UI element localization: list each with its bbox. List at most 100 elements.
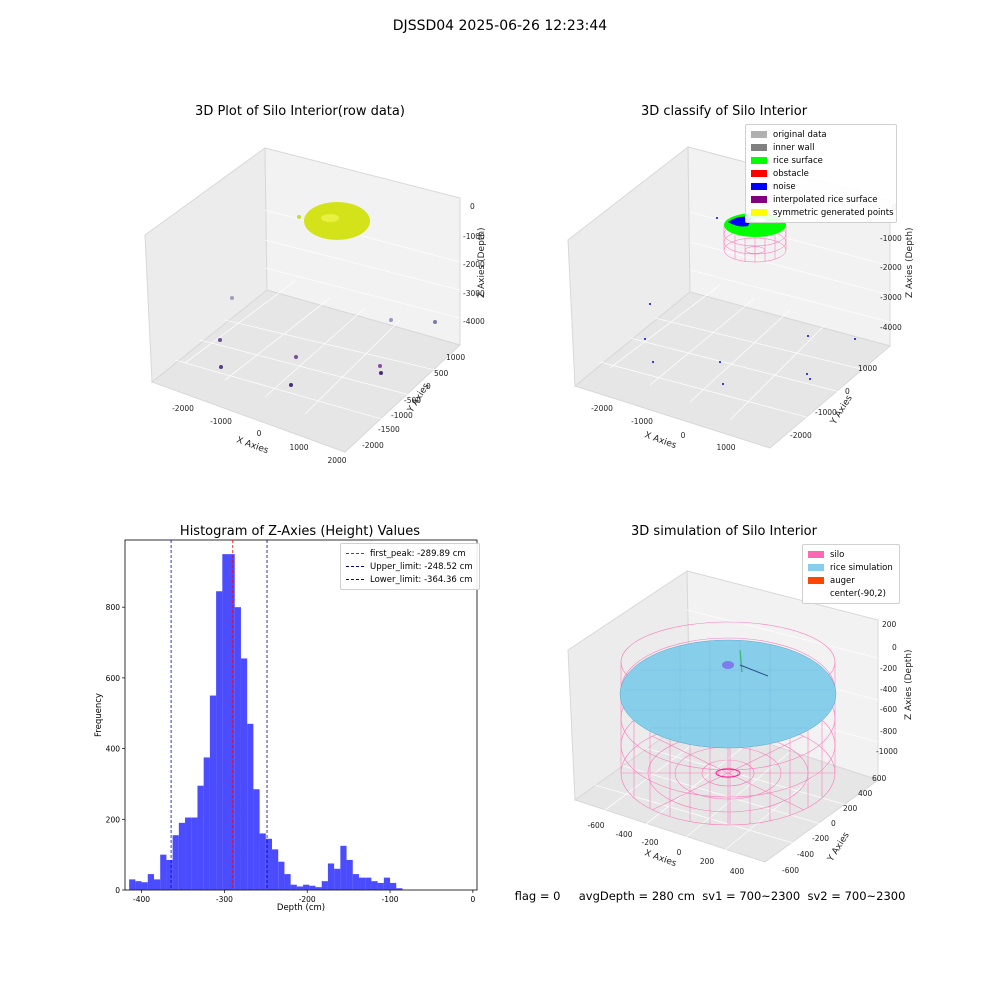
legend-swatch xyxy=(751,183,767,190)
hist-ylabel: Frequency xyxy=(94,693,104,737)
legend-label: interpolated rice surface xyxy=(773,194,878,205)
panel1-title: 3D Plot of Silo Interior(row data) xyxy=(195,104,405,119)
hist-bar xyxy=(259,833,266,890)
legend-entry: interpolated rice surface xyxy=(751,193,891,206)
classify-legend: original data inner wall rice surface ob… xyxy=(745,124,897,223)
legend-label: inner wall xyxy=(773,142,815,153)
legend-swatch xyxy=(808,564,824,571)
legend-swatch xyxy=(751,144,767,151)
legend-swatch xyxy=(751,209,767,216)
legend-label: first_peak: -289.89 cm xyxy=(370,548,466,559)
legend-swatch xyxy=(808,577,824,584)
hist-bar xyxy=(296,886,304,890)
hist-bar xyxy=(197,785,204,890)
legend-entry: first_peak: -289.89 cm xyxy=(346,547,474,560)
legend-line xyxy=(346,566,364,567)
p1-xlabel: X Axies xyxy=(235,435,270,456)
legend-label: rice surface xyxy=(773,155,823,166)
p4-zlabel: Z Axies (Depth) xyxy=(904,649,914,720)
hist-xlabel: Depth (cm) xyxy=(277,903,325,913)
legend-entry: Upper_limit: -248.52 cm xyxy=(346,560,474,573)
panel3-title: Histogram of Z-Axies (Height) Values xyxy=(179,524,421,539)
legend-entry: original data xyxy=(751,128,891,141)
hist-bar xyxy=(172,835,179,890)
p2-zlabel: Z Axies (Depth) xyxy=(905,227,915,298)
p2-ztick: -4000 xyxy=(880,323,902,332)
legend-label: original data xyxy=(773,129,827,140)
legend-swatch xyxy=(808,590,824,597)
hist-bar xyxy=(141,882,148,890)
hist-bar xyxy=(396,888,403,890)
hist-bar xyxy=(191,817,198,890)
legend-label: Upper_limit: -248.52 cm xyxy=(370,561,473,572)
legend-label: symmetric generated points xyxy=(773,207,894,218)
hist-bar xyxy=(160,854,167,890)
legend-label: silo xyxy=(830,549,845,560)
hist-bar xyxy=(284,874,291,890)
hist-bar xyxy=(346,859,353,890)
p4-ylabel: Y Axies xyxy=(826,830,852,864)
hist-bar xyxy=(327,863,335,890)
p1-ztick: -4000 xyxy=(463,317,485,326)
legend-swatch xyxy=(808,551,824,558)
p1-ytick: 0 xyxy=(426,382,431,391)
p1-xtick: 1000 xyxy=(289,443,308,452)
auger-marker xyxy=(722,661,734,669)
hist-bar xyxy=(321,881,328,890)
p4-xtick: 0 xyxy=(677,848,682,857)
hist-bar xyxy=(390,882,397,890)
p2-xlabel: X Axies xyxy=(643,430,678,451)
panel2-title: 3D classify of Silo Interior xyxy=(640,104,808,119)
hist-bar xyxy=(216,591,223,890)
p4-xtick: 400 xyxy=(730,867,745,876)
hist-bar xyxy=(147,874,154,890)
hist-bar xyxy=(334,868,341,890)
p4-xlabel: X Axies xyxy=(643,848,678,869)
legend-entry: rice surface xyxy=(751,154,891,167)
hist-bar xyxy=(371,881,378,890)
p4-ytick: 400 xyxy=(858,789,873,798)
hist-bar xyxy=(272,849,279,890)
p2-ztick: -3000 xyxy=(880,293,902,302)
panel4-title: 3D simulation of Silo Interior xyxy=(631,524,817,539)
panel-raw-3d: -2000 -1000 0 1000 2000 1000 500 0 -500 … xyxy=(144,147,487,465)
silo-wireframe xyxy=(620,621,836,826)
hist-bar xyxy=(253,789,260,890)
panel-simulation-3d: -600 -400 -200 0 200 400 600 400 200 0 -… xyxy=(567,570,914,876)
legend-entry: noise xyxy=(751,180,891,193)
legend-entry: Lower_limit: -364.36 cm xyxy=(346,573,474,586)
hist-xtick-label: -100 xyxy=(382,895,399,904)
p4-xtick: 200 xyxy=(700,857,715,866)
hist-bar xyxy=(278,861,285,890)
hist-ytick-label: 200 xyxy=(106,815,121,824)
legend-entry: auger xyxy=(808,574,894,587)
hist-bar xyxy=(303,884,310,890)
p4-ztick: -600 xyxy=(880,705,897,714)
p2-ztick: -1000 xyxy=(880,234,902,243)
hist-ytick-label: 400 xyxy=(106,745,121,754)
hist-bar xyxy=(228,554,235,890)
status-footer: flag = 0 avgDepth = 280 cm sv1 = 700~230… xyxy=(514,889,906,903)
legend-line xyxy=(346,579,364,580)
hist-bar xyxy=(377,882,384,890)
p4-ztick: 200 xyxy=(882,620,897,629)
hist-bar xyxy=(203,757,210,890)
p2-ytick: 0 xyxy=(845,387,850,396)
hist-bar xyxy=(178,822,186,890)
p1-zlabel: Z Axies (Depth) xyxy=(477,227,487,298)
hist-bar xyxy=(185,817,192,890)
hist-bar xyxy=(358,877,366,890)
p2-ytick: -2000 xyxy=(790,431,812,440)
legend-label: obstacle xyxy=(773,168,809,179)
hist-bar xyxy=(209,695,217,890)
p2-xtick: -2000 xyxy=(591,404,613,413)
hist-xtick-label: 0 xyxy=(470,895,475,904)
p1-xtick: -1000 xyxy=(210,417,232,426)
legend-entry: silo xyxy=(808,548,894,561)
p4-xtick: -600 xyxy=(587,821,604,830)
p1-ytick: -1500 xyxy=(378,425,400,434)
hist-bar xyxy=(247,723,254,890)
hist-bar xyxy=(222,554,229,890)
p4-ytick: -200 xyxy=(812,834,829,843)
raw-noise-points xyxy=(218,215,437,387)
